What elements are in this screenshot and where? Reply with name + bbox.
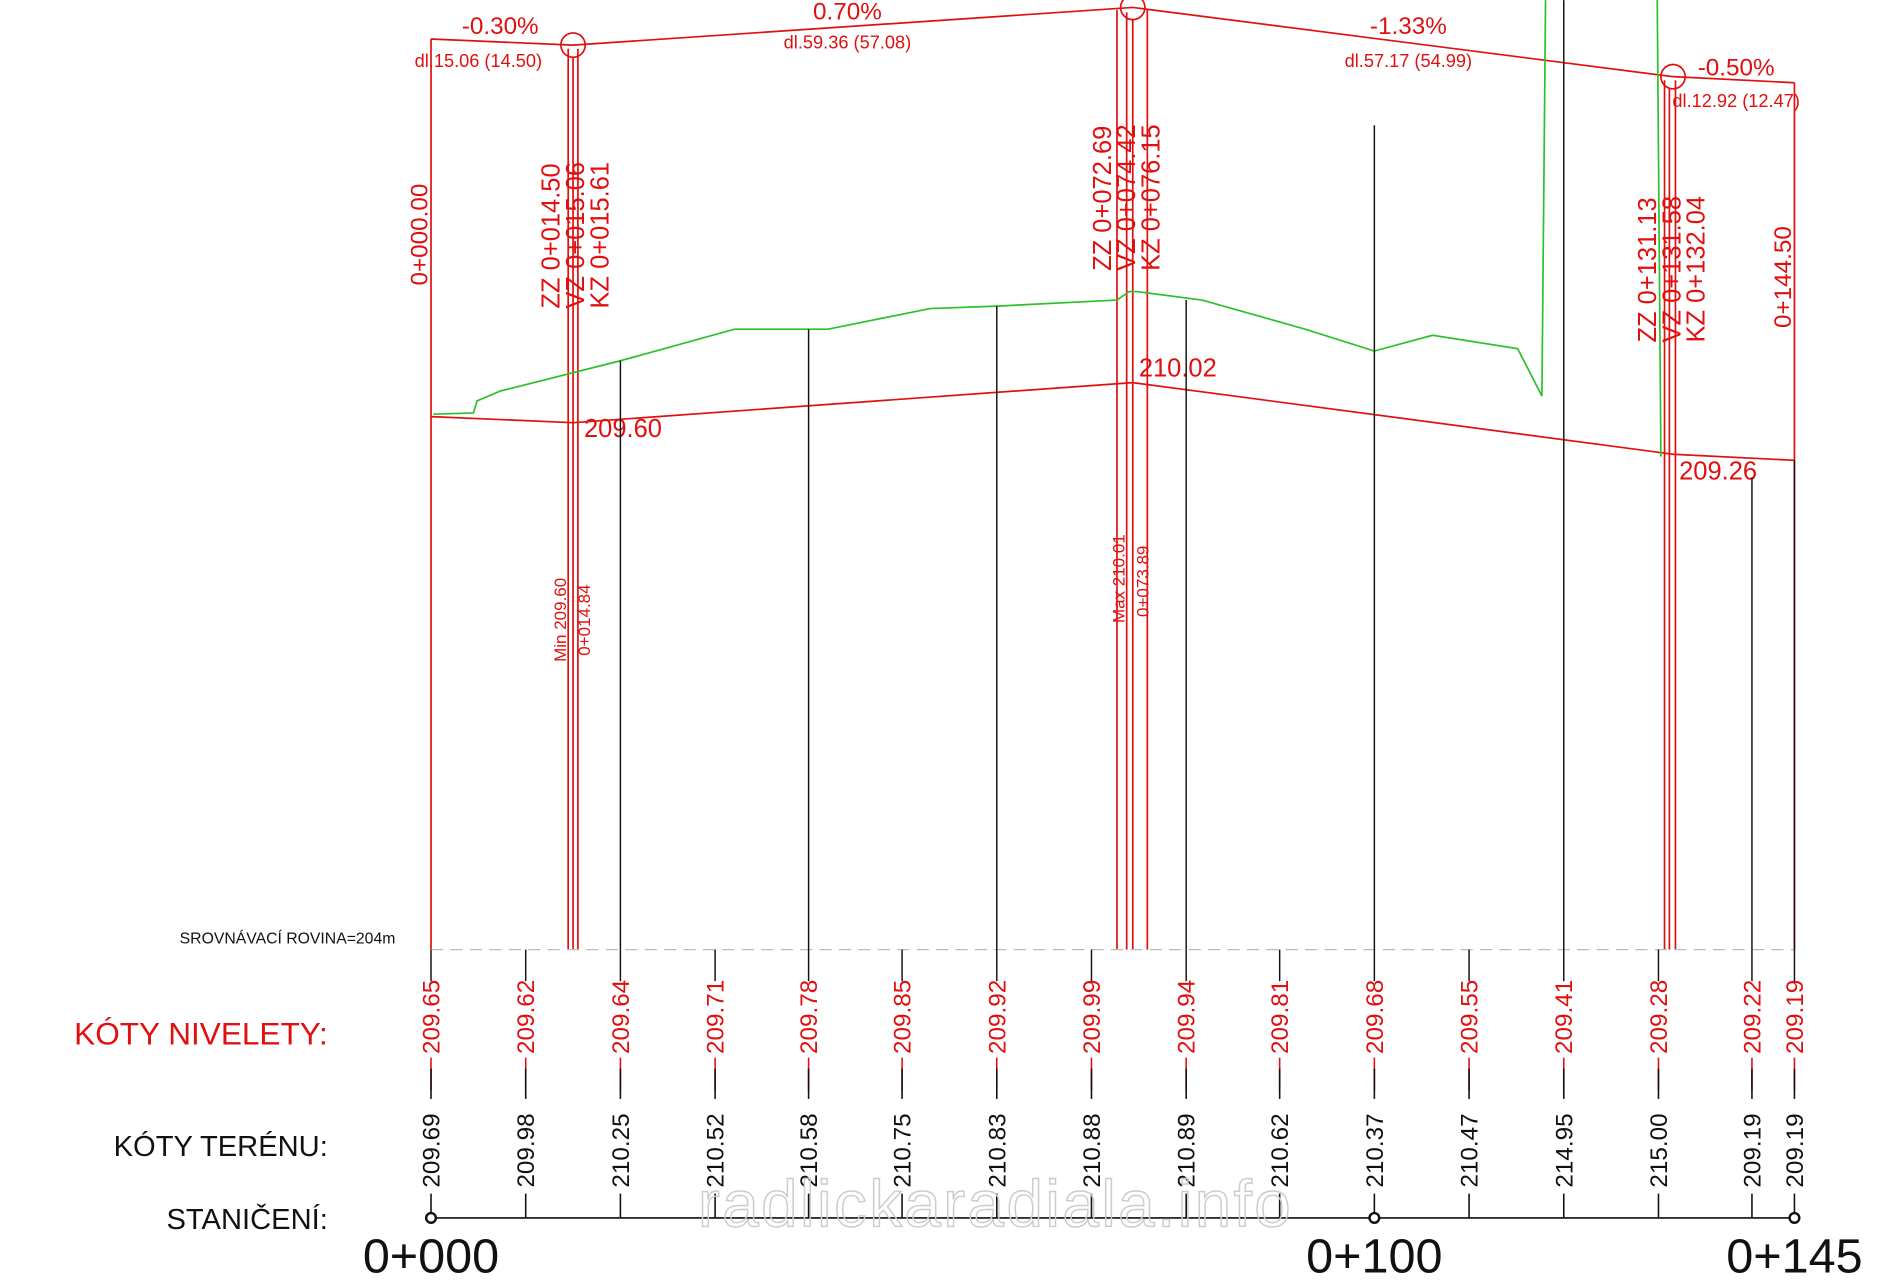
terrain-value: 210.89 — [1174, 1113, 1201, 1187]
grade: 0.70% — [813, 0, 882, 26]
niveleta-value: 209.94 — [1174, 980, 1201, 1054]
station-marker — [1368, 1211, 1381, 1224]
row-label: KÓTY NIVELETY: — [74, 1015, 328, 1051]
extreme-label: Min 209.60 — [551, 578, 570, 662]
terrain-value: 210.62 — [1267, 1113, 1294, 1187]
terrain-value: 209.19 — [1782, 1113, 1809, 1187]
terrain-value: 209.19 — [1739, 1113, 1766, 1187]
niveleta-value: 209.64 — [608, 980, 635, 1054]
elevation-label: 209.60 — [584, 415, 662, 443]
elevation-label: 209.26 — [1679, 458, 1757, 486]
station-value: 0+100 — [1306, 1230, 1442, 1280]
terrain-value: 210.58 — [796, 1113, 823, 1187]
station-marker — [424, 1211, 438, 1224]
terrain-value: 210.47 — [1457, 1113, 1484, 1187]
niveleta-value: 209.92 — [984, 980, 1011, 1054]
niveleta-value: 209.19 — [1782, 980, 1809, 1054]
niveleta-value: 209.55 — [1457, 980, 1484, 1054]
curve-station: ZZ 0+014.50 — [538, 163, 566, 308]
curve-station: ZZ 0+072.69 — [1089, 126, 1117, 271]
grade: -1.33% — [1370, 13, 1447, 40]
niveleta-value: 209.81 — [1267, 980, 1294, 1054]
terrain-value: 210.25 — [608, 1113, 635, 1187]
niveleta-value: 209.28 — [1646, 980, 1673, 1054]
grade-length: dl.57.17 (54.99) — [1345, 51, 1473, 71]
terrain-line — [433, 0, 1662, 457]
grade-length: dl.15.06 (14.50) — [415, 51, 543, 71]
station-value: 0+145 — [1726, 1230, 1862, 1280]
row-label: KÓTY TERÉNU: — [114, 1130, 328, 1163]
row-label: STANIČENÍ: — [167, 1202, 328, 1236]
grade: -0.50% — [1698, 54, 1775, 81]
terrain-value: 210.37 — [1362, 1113, 1389, 1187]
extreme-station: 0+073.89 — [1134, 546, 1153, 617]
terrain-value: 209.69 — [419, 1113, 446, 1187]
niveleta-value: 209.78 — [796, 980, 823, 1054]
niveleta-value: 209.85 — [890, 980, 917, 1054]
terrain-value: 215.00 — [1646, 1113, 1673, 1187]
curve-station: VZ 0+074.42 — [1113, 124, 1141, 271]
niveleta-value: 209.71 — [703, 980, 730, 1054]
grade-length: dl.12.92 (12.47) — [1672, 91, 1800, 111]
curve-station: KZ 0+132.04 — [1683, 196, 1711, 343]
curve-station: KZ 0+076.15 — [1137, 124, 1165, 271]
extreme-station: 0+014.84 — [575, 584, 594, 655]
watermark: radlickaradiala.info — [698, 1167, 1293, 1240]
grade-length: dl.59.36 (57.08) — [784, 33, 912, 53]
datum-label: SROVNÁVACÍ ROVINA=204m — [180, 929, 396, 948]
elevation-label: 210.02 — [1139, 355, 1217, 383]
red-geometry — [430, 0, 1796, 950]
niveleta-value: 209.22 — [1739, 980, 1766, 1054]
curve-station: KZ 0+015.61 — [586, 162, 614, 309]
station-marker — [1788, 1211, 1801, 1224]
terrain-value: 209.98 — [513, 1113, 540, 1187]
niveleta-value: 209.68 — [1362, 980, 1389, 1054]
curve-station: VZ 0+015.06 — [562, 162, 590, 309]
station-label: 0+144.50 — [1770, 226, 1797, 328]
extreme-label: Max 210.01 — [1109, 534, 1128, 623]
terrain-value: 210.75 — [890, 1113, 917, 1187]
grade: -0.30% — [462, 13, 539, 40]
curve-station: VZ 0+131.58 — [1658, 196, 1686, 343]
station-value: 0+000 — [363, 1230, 499, 1280]
terrain-value: 210.52 — [703, 1113, 730, 1187]
terrain-value: 210.88 — [1079, 1113, 1106, 1187]
station-label: 0+000.00 — [406, 184, 433, 286]
niveleta-value: 209.41 — [1551, 980, 1578, 1054]
curve-station: ZZ 0+131.13 — [1634, 197, 1662, 342]
niveleta-value: 209.99 — [1079, 980, 1106, 1054]
niveleta-value: 209.65 — [419, 980, 446, 1054]
niveleta-value: 209.62 — [513, 980, 540, 1054]
terrain-value: 214.95 — [1551, 1113, 1578, 1187]
terrain-value: 210.83 — [984, 1113, 1011, 1187]
